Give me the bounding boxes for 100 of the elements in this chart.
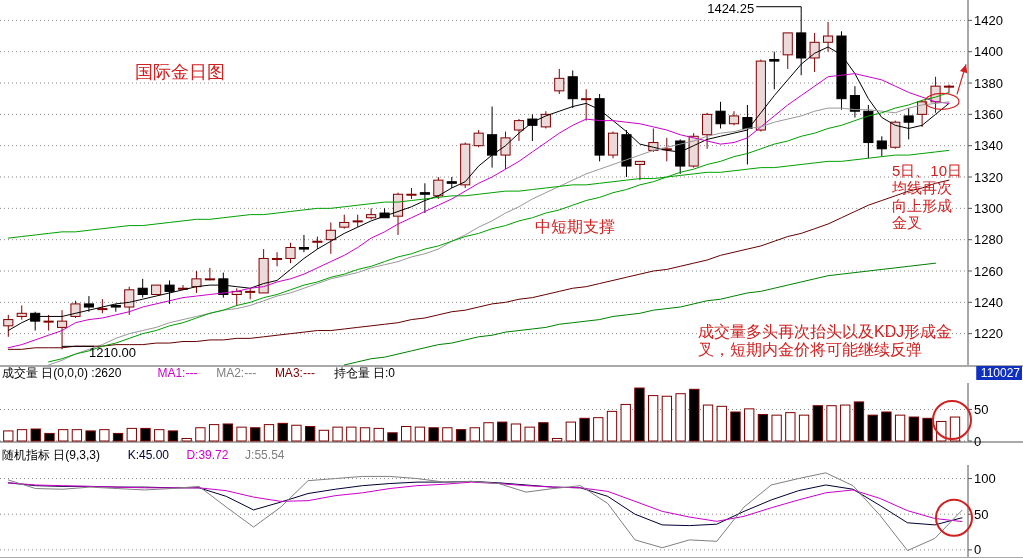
y-tick-label: 1260 [974, 263, 1003, 279]
text: MA1:--- [157, 366, 198, 380]
bar [908, 416, 919, 442]
candlestick [715, 101, 726, 129]
y-tick-label: 100 [974, 471, 996, 487]
text: MA3:--- [274, 366, 315, 380]
bar [140, 427, 151, 442]
bar [579, 417, 590, 442]
y-tick-label: 1360 [974, 106, 1003, 122]
text: 持仓量 日:0 [333, 366, 396, 380]
y-tick-label: 1280 [974, 232, 1003, 248]
candlestick [500, 131, 511, 170]
y-tick-label: 50 [974, 402, 989, 418]
bar [689, 388, 700, 442]
y-tick-label: 1240 [974, 294, 1003, 310]
bar [387, 432, 398, 442]
candlestick [325, 221, 336, 255]
bar [785, 412, 796, 442]
bar [744, 408, 755, 442]
bar [414, 426, 426, 442]
bar [620, 403, 631, 442]
y-tick-label: 1300 [974, 200, 1003, 216]
y-tick-label: 1340 [974, 138, 1003, 154]
bar [826, 405, 837, 442]
candlestick [876, 135, 887, 158]
text: K:45.00 [127, 448, 170, 462]
bar [428, 427, 439, 442]
candlestick [527, 113, 538, 142]
bar [853, 401, 865, 442]
bar [208, 424, 220, 442]
bar [16, 429, 28, 442]
candlestick [581, 88, 592, 122]
y-tick-label: 1320 [974, 169, 1003, 185]
line-series [343, 262, 937, 366]
bar [593, 417, 604, 442]
bar [332, 426, 343, 442]
candlestick [809, 32, 820, 73]
chart-title: 成交量 日(0,0,0) :2620 [2, 366, 122, 380]
candlestick [554, 68, 565, 95]
candlestick [513, 118, 525, 142]
y-tick-label: 1420 [974, 12, 1003, 28]
text: D:39.72 [186, 448, 229, 462]
y-tick-label: 1380 [974, 75, 1003, 91]
bar [112, 432, 124, 442]
candlestick [433, 176, 444, 200]
bar [881, 411, 892, 442]
candlestick [56, 309, 68, 350]
candlestick [191, 270, 202, 294]
bar [565, 421, 576, 442]
y-tick-label: 1220 [974, 326, 1003, 342]
bar [716, 405, 727, 442]
candlestick [218, 272, 229, 299]
bar [126, 427, 137, 442]
bar [551, 437, 563, 442]
bar [894, 414, 906, 442]
bar [58, 429, 69, 442]
candlestick [607, 131, 619, 159]
chart-title: 随机指标 日(9,3,3) [2, 448, 101, 462]
text: J:55.54 [245, 448, 285, 462]
bar [85, 430, 96, 442]
candlestick [3, 314, 14, 338]
bar [154, 429, 165, 442]
bar [195, 427, 206, 442]
bar [661, 395, 673, 442]
bar [757, 414, 769, 442]
bar [497, 421, 508, 442]
candlestick [782, 32, 793, 70]
bar [675, 393, 686, 442]
bar [222, 423, 233, 442]
bar [702, 404, 714, 442]
bar [538, 422, 549, 442]
annotation: 成交量多头再次抬头以及KDJ形成金叉，短期内金价将可能继续反弹 [698, 323, 953, 359]
annotation: 1210.00 [89, 345, 137, 361]
bar [359, 427, 371, 442]
bar [181, 437, 192, 442]
y-tick-label: 0 [974, 433, 982, 449]
bar [277, 422, 288, 442]
bar [606, 410, 618, 442]
bar [469, 427, 480, 442]
bar [867, 414, 878, 442]
bar [167, 430, 179, 442]
bar [812, 405, 823, 442]
annotation: 中短期支撑 [535, 218, 615, 235]
candlestick [487, 106, 498, 169]
bar [455, 429, 467, 442]
text: MA2:--- [216, 366, 257, 380]
bar [442, 427, 453, 442]
text: 110027 [980, 366, 1021, 380]
candlestick [419, 182, 430, 214]
y-tick-label: 0 [974, 542, 982, 558]
candlestick [164, 279, 175, 305]
bar [730, 411, 741, 442]
candlestick [822, 21, 834, 53]
candlestick [272, 251, 283, 267]
bar [524, 426, 535, 442]
bar [798, 414, 810, 442]
candlestick [137, 278, 148, 299]
bar [949, 416, 961, 442]
candlestick [634, 160, 645, 181]
candlestick [849, 85, 860, 118]
